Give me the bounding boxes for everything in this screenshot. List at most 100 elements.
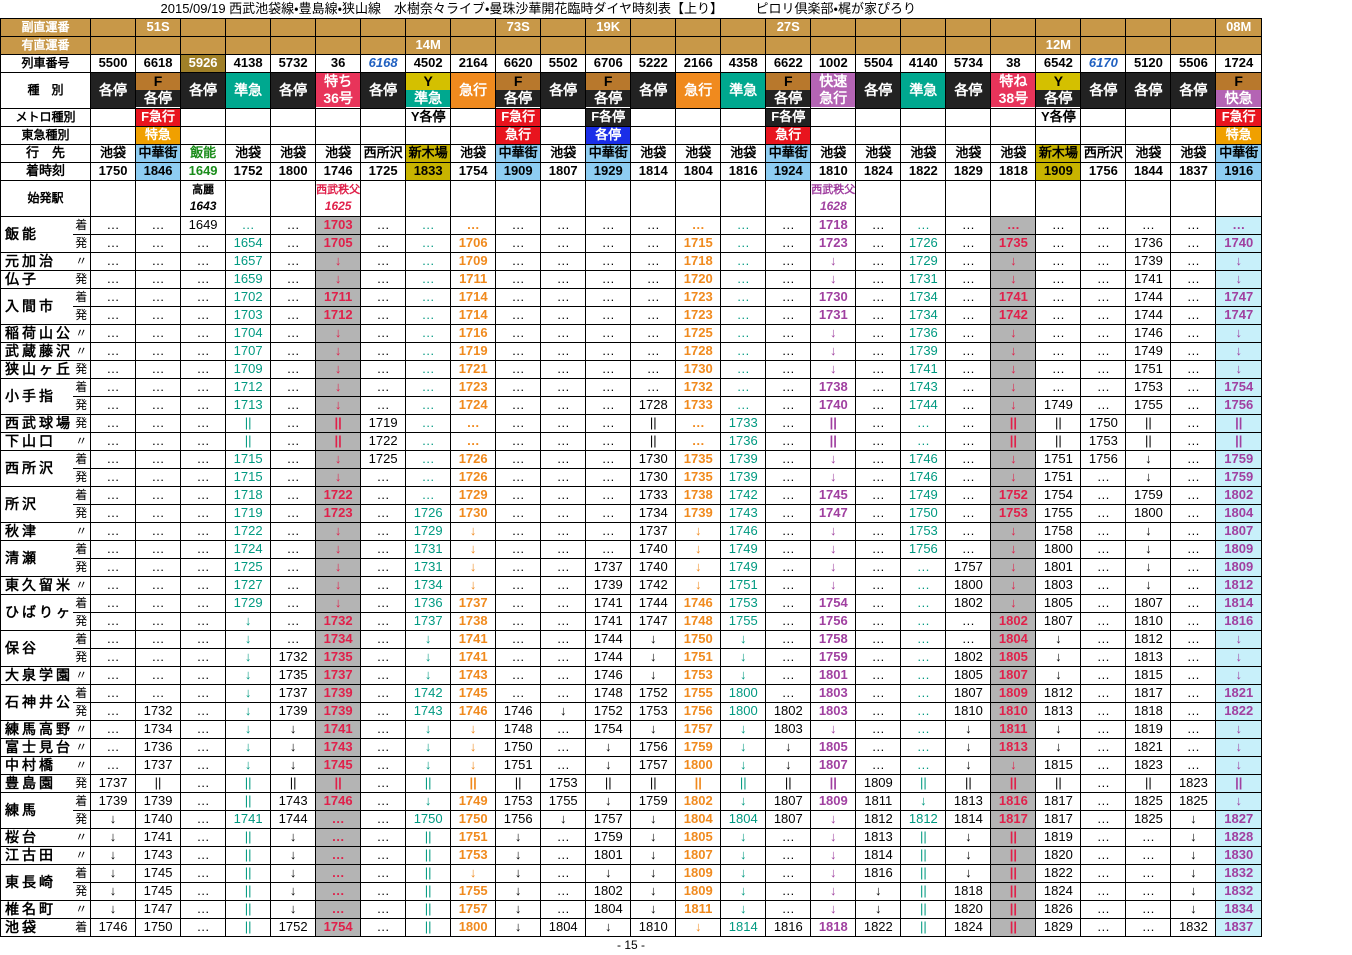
- time-cell: …: [540, 521, 587, 541]
- time-cell: …: [720, 215, 767, 235]
- time-cell: 1747: [135, 899, 182, 919]
- time-cell: …: [720, 269, 767, 289]
- time-cell: 1811: [675, 899, 722, 919]
- time-cell: …: [90, 629, 137, 649]
- time-cell: …: [900, 719, 947, 739]
- time-cell: …: [180, 269, 227, 289]
- time-cell: ↓: [810, 809, 857, 829]
- time-cell: ↓: [720, 755, 767, 775]
- arr-dep-mark: 着: [72, 683, 92, 703]
- time-cell: …: [585, 431, 632, 451]
- arr-dep-mark: 〃: [72, 341, 92, 361]
- station-name: 富士見台: [0, 737, 73, 757]
- time-cell: …: [495, 341, 542, 361]
- time-cell: ||: [900, 827, 947, 847]
- time-cell: ↓: [855, 881, 902, 901]
- train-type-cell: 準急: [720, 71, 767, 109]
- run-number-cell: [630, 35, 677, 55]
- time-cell: 1718: [225, 485, 272, 505]
- arrival-time: 着時刻 1750 1846 1649 1752 1800 1746 1725 1833 1754 1…: [0, 161, 1262, 181]
- time-cell: ↓: [450, 575, 497, 595]
- time-cell: …: [90, 449, 137, 469]
- time-cell: …: [1080, 305, 1127, 325]
- time-cell: …: [1035, 287, 1082, 307]
- time-cell: 1805: [945, 665, 992, 685]
- time-cell: ||: [945, 773, 992, 793]
- time-cell: ↓: [990, 359, 1037, 379]
- time-cell: …: [1080, 791, 1127, 811]
- tokyu-type-cell: [1170, 125, 1217, 145]
- time-cell: …: [135, 233, 182, 253]
- time-cell: …: [1125, 881, 1172, 901]
- time-cell: …: [765, 863, 812, 883]
- type-label: F: [496, 73, 540, 90]
- time-cell: 1746: [450, 701, 497, 721]
- station-row: 発 ↓ 1740… 1741 1744…… 1750 1750 1756 ↓ 1757 ↓ 1804 1…: [1, 809, 1262, 829]
- origin-station-cell: 西武秩父 1625: [315, 179, 362, 217]
- time-cell: …: [765, 881, 812, 901]
- time-cell: 1810: [990, 701, 1037, 721]
- run-number-cell: [675, 35, 722, 55]
- time-cell: ↓: [810, 845, 857, 865]
- time-cell: 1834: [1215, 899, 1262, 919]
- time-cell: 1741: [315, 719, 362, 739]
- arrival-time-cell: 1804: [675, 161, 722, 181]
- time-cell: ↓: [630, 809, 677, 829]
- time-cell: ↓: [225, 665, 272, 685]
- time-cell: …: [90, 539, 137, 559]
- time-cell: …: [180, 485, 227, 505]
- time-cell: …: [405, 341, 452, 361]
- time-cell: ||: [765, 773, 812, 793]
- time-cell: 1802: [945, 647, 992, 667]
- time-cell: …: [720, 377, 767, 397]
- time-cell: 1719: [360, 413, 407, 433]
- time-cell: 1826: [1035, 899, 1082, 919]
- time-cell: ↓: [990, 539, 1037, 559]
- time-cell: 1818: [945, 881, 992, 901]
- station-name: 大泉学園: [0, 665, 73, 685]
- tokyu-type-cell: [225, 125, 272, 145]
- time-cell: …: [135, 377, 182, 397]
- sub-run-number-cell: [855, 17, 902, 37]
- time-cell: ||: [225, 881, 272, 901]
- table-body: 2015/09/19 西武池袋線・豊島線・狭山線 水樹奈々ライブ・曼珠沙華開花臨…: [0, 0, 1262, 937]
- time-cell: 1809: [855, 773, 902, 793]
- time-cell: ↓: [270, 863, 317, 883]
- time-cell: ↓: [1125, 539, 1172, 559]
- time-cell: …: [855, 503, 902, 523]
- arr-dep-mark: 発: [72, 269, 92, 289]
- time-cell: 1832: [1215, 863, 1262, 883]
- arrival-time-cell: 1924: [765, 161, 812, 181]
- sub-run-number-cell: [900, 17, 947, 37]
- time-cell: ↓: [675, 539, 722, 559]
- arr-dep-mark: 発: [72, 647, 92, 667]
- time-cell: …: [495, 413, 542, 433]
- station-name: 秋津: [0, 521, 73, 541]
- time-cell: 1732: [675, 377, 722, 397]
- time-cell: …: [495, 611, 542, 631]
- time-cell: 1754: [1035, 485, 1082, 505]
- row-label: 種 別: [0, 71, 92, 109]
- time-cell: …: [180, 377, 227, 397]
- time-cell: …: [1080, 521, 1127, 541]
- train-number-cell: 2166: [675, 53, 722, 73]
- time-cell: 1715: [225, 449, 272, 469]
- time-cell: ↓: [720, 737, 767, 757]
- time-cell: …: [135, 431, 182, 451]
- row-label: 副直運番: [0, 17, 92, 37]
- station-name: 下山口: [0, 431, 73, 451]
- run-number-cell: [810, 35, 857, 55]
- time-cell: 1709: [450, 251, 497, 271]
- metro-type-cell: [810, 107, 857, 127]
- time-cell: ↓: [720, 719, 767, 739]
- time-cell: 1713: [225, 395, 272, 415]
- origin-station-cell: [675, 179, 722, 217]
- arrival-time-cell: 1929: [585, 161, 632, 181]
- time-cell: …: [495, 485, 542, 505]
- time-cell: ||: [990, 899, 1037, 919]
- time-cell: …: [585, 449, 632, 469]
- arrival-time-cell: 1909: [495, 161, 542, 181]
- time-cell: ↓: [1035, 737, 1082, 757]
- run-number-cell: 12M: [1035, 35, 1082, 55]
- time-cell: …: [585, 269, 632, 289]
